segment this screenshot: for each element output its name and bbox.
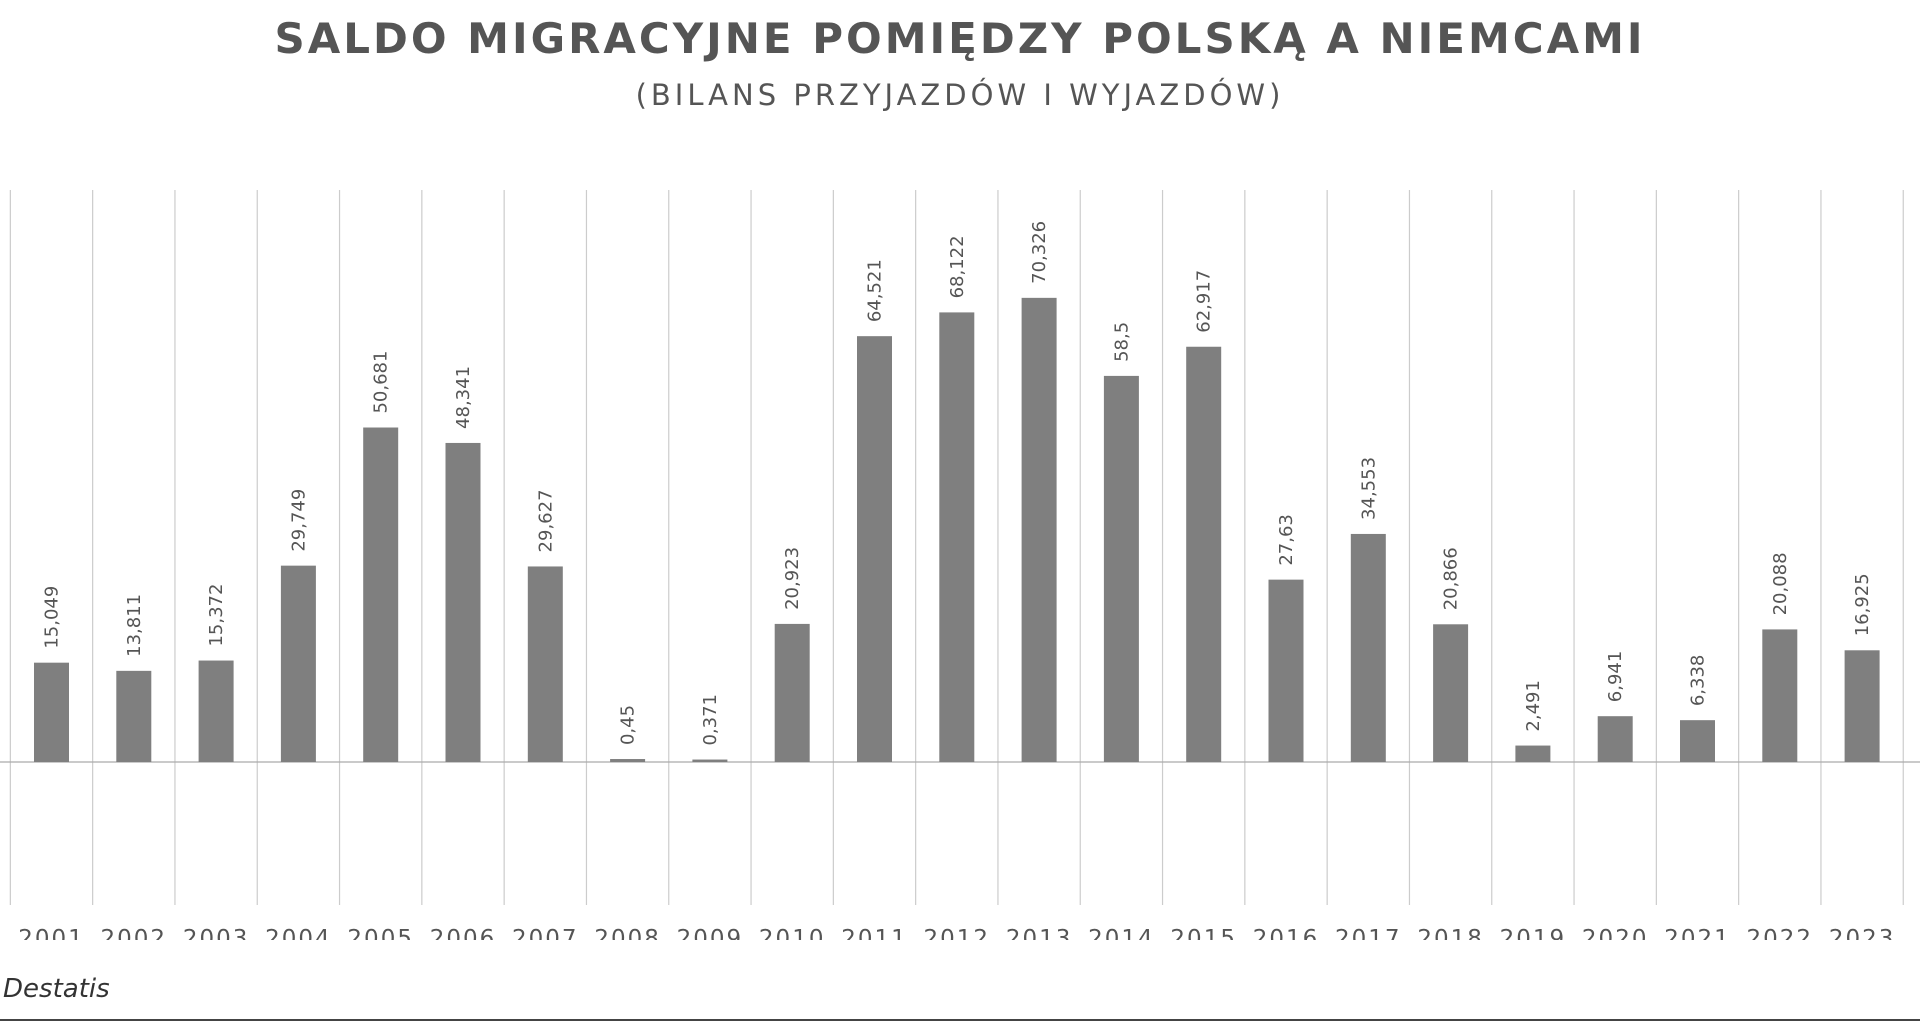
bar-2022	[1762, 629, 1798, 762]
x-tick-label-2019: 2019	[1500, 926, 1567, 940]
x-tick-label-2016: 2016	[1253, 926, 1320, 940]
bar-2010	[774, 623, 810, 762]
x-tick-label-2015: 2015	[1170, 926, 1237, 940]
x-tick-label-2010: 2010	[759, 926, 826, 940]
bar-2018	[1433, 624, 1469, 762]
bar-2020	[1597, 716, 1633, 762]
data-label-2008: 0,45	[618, 705, 639, 745]
data-label-2022: 20,088	[1770, 552, 1791, 615]
data-label-2018: 20,866	[1441, 547, 1462, 610]
chart-title: SALDO MIGRACYJNE POMIĘDZY POLSKĄ A NIEMC…	[274, 14, 1646, 63]
x-tick-label-2004: 2004	[265, 926, 332, 940]
bars	[34, 297, 1880, 762]
data-label-2023: 16,925	[1852, 573, 1873, 636]
bar-2005	[363, 427, 399, 762]
source-note: : Destatis	[0, 974, 110, 1004]
bar-2015	[1186, 346, 1222, 762]
data-label-2011: 64,521	[865, 259, 886, 322]
data-label-2015: 62,917	[1194, 270, 1215, 333]
data-label-2019: 2,491	[1523, 680, 1544, 732]
bar-2001	[34, 662, 69, 762]
x-tick-label-2022: 2022	[1747, 926, 1814, 940]
x-tick-label-2023: 2023	[1829, 926, 1896, 940]
bar-2009	[692, 759, 728, 762]
bar-2008	[610, 759, 646, 762]
chart-subtitle: (BILANS PRZYJAZDÓW I WYJAZDÓW)	[635, 78, 1285, 112]
bar-2002	[116, 670, 152, 762]
bar-chart: 15,049 13,811 15,372 29,749 50,681 48,341 29,6…	[0, 190, 1920, 940]
x-tick-label-2020: 2020	[1582, 926, 1649, 940]
x-tick-label-2014: 2014	[1088, 926, 1155, 940]
data-label-2009: 0,371	[700, 694, 721, 746]
bar-2019	[1515, 745, 1551, 762]
bar-2023	[1844, 650, 1880, 762]
x-tick-label-2013: 2013	[1006, 926, 1073, 940]
data-label-2007: 29,627	[535, 489, 556, 552]
bar-2007	[527, 566, 563, 762]
data-label-2002: 13,811	[124, 594, 145, 657]
data-label-2016: 27,63	[1276, 514, 1297, 566]
data-label-2010: 20,923	[782, 547, 803, 610]
data-label-2013: 70,326	[1029, 221, 1050, 284]
data-label-2004: 29,749	[288, 489, 309, 552]
bar-2011	[857, 336, 892, 762]
data-label-2014: 58,5	[1111, 322, 1132, 362]
data-label-2003: 15,372	[206, 584, 227, 647]
data-label-2020: 6,941	[1605, 651, 1626, 703]
bar-2004	[280, 565, 316, 762]
data-label-2005: 50,681	[371, 351, 392, 414]
x-tick-label-2009: 2009	[677, 926, 744, 940]
x-tick-label-2005: 2005	[347, 926, 414, 940]
data-label-2006: 48,341	[453, 366, 474, 429]
bar-2017	[1350, 533, 1386, 762]
x-tick-label-2017: 2017	[1335, 926, 1402, 940]
x-tick-label-2018: 2018	[1417, 926, 1484, 940]
data-label-2001: 15,049	[42, 586, 63, 649]
bar-2016	[1268, 579, 1304, 762]
data-label-2021: 6,338	[1688, 655, 1709, 707]
bottom-divider	[0, 1019, 1920, 1021]
x-tick-label-2003: 2003	[183, 926, 250, 940]
bar-2012	[939, 312, 975, 762]
x-tick-label-2021: 2021	[1664, 926, 1731, 940]
bar-2013	[1021, 297, 1057, 762]
x-tick-label-2011: 2011	[841, 926, 908, 940]
bar-2006	[445, 442, 481, 762]
x-tick-label-2007: 2007	[512, 926, 579, 940]
x-tick-label-2001: 2001	[18, 926, 85, 940]
bar-2003	[198, 660, 234, 762]
data-label-2017: 34,553	[1358, 457, 1379, 520]
x-tick-labels: 2001 2002 2003 2004 2005 2006 2007 2008 2009 2010…	[18, 926, 1896, 940]
data-label-2012: 68,122	[947, 235, 968, 298]
bar-2014	[1103, 375, 1139, 762]
x-tick-label-2002: 2002	[101, 926, 168, 940]
x-tick-label-2012: 2012	[924, 926, 991, 940]
data-labels: 15,049 13,811 15,372 29,749 50,681 48,341 29,6…	[42, 221, 1874, 746]
x-tick-label-2008: 2008	[594, 926, 661, 940]
bar-2021	[1680, 720, 1715, 762]
x-tick-label-2006: 2006	[430, 926, 497, 940]
